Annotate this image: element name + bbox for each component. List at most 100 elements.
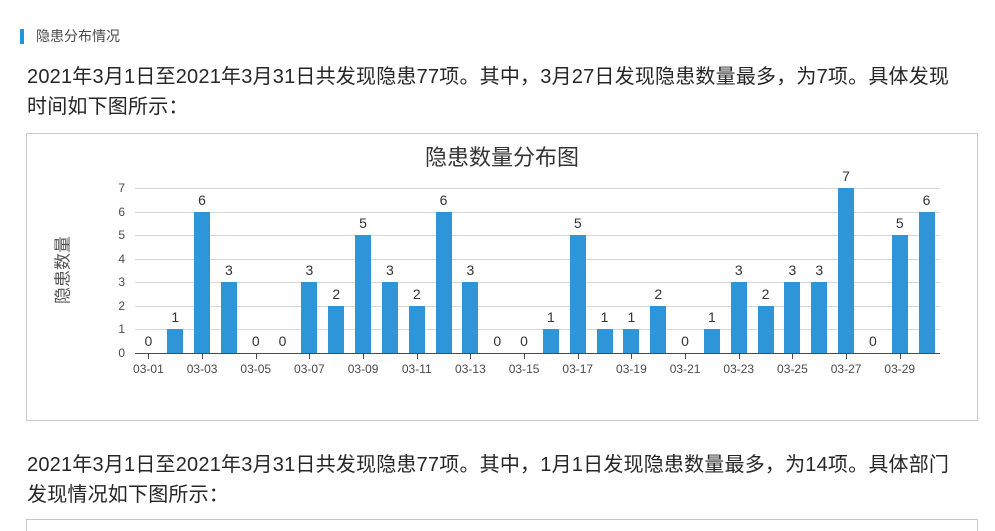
bar-value-label: 6 xyxy=(439,192,448,208)
bar-value-label: 1 xyxy=(627,309,636,325)
gridline xyxy=(135,258,940,260)
bar-value-label: 7 xyxy=(842,168,850,184)
x-tick-label: 03-03 xyxy=(186,362,218,376)
chart-bar[interactable] xyxy=(328,306,345,353)
bar-value-label: 1 xyxy=(547,309,555,325)
x-tick-label: 03-01 xyxy=(133,362,164,376)
x-tick-mark xyxy=(255,354,257,359)
y-tick-label: 3 xyxy=(118,275,125,290)
chart-bar[interactable] xyxy=(194,212,211,353)
chart-bar[interactable] xyxy=(703,329,720,353)
y-tick-label: 0 xyxy=(118,346,125,360)
x-tick-label: 03-21 xyxy=(669,362,701,376)
chart-bar[interactable] xyxy=(542,329,559,353)
bar-value-label: 0 xyxy=(681,333,689,349)
gridline xyxy=(135,329,940,331)
chart-bar[interactable] xyxy=(220,282,237,353)
chart-bar[interactable] xyxy=(784,282,801,353)
x-tick-mark xyxy=(148,354,150,359)
chart-bar[interactable] xyxy=(569,235,586,353)
chart-bar[interactable] xyxy=(730,282,747,353)
department-chart-container xyxy=(26,519,978,531)
y-tick-label: 1 xyxy=(118,322,125,337)
x-tick-mark xyxy=(899,354,901,359)
bar-value-label: 1 xyxy=(708,309,716,325)
bar-value-label: 3 xyxy=(788,262,797,278)
x-tick-label: 03-25 xyxy=(777,362,808,376)
x-tick-mark xyxy=(363,354,365,359)
x-tick-mark xyxy=(309,354,311,359)
gridline xyxy=(135,282,940,284)
x-tick-mark xyxy=(416,354,418,359)
bar-value-label: 3 xyxy=(815,262,824,278)
x-tick-mark xyxy=(631,354,633,359)
summary-paragraph-department: 2021年3月1日至2021年3月31日共发现隐患77项。其中，1月1日发现隐患… xyxy=(27,454,950,506)
chart-bar[interactable] xyxy=(811,282,828,353)
x-axis-title: 日期 xyxy=(403,415,673,420)
y-tick-label: 2 xyxy=(118,298,125,313)
chart-bar[interactable] xyxy=(408,306,425,353)
bar-value-label: 2 xyxy=(412,286,421,302)
bar-value-label: 2 xyxy=(761,286,770,302)
x-tick-mark xyxy=(524,354,526,359)
bar-value-label: 6 xyxy=(922,192,931,208)
y-tick-label: 5 xyxy=(118,228,125,243)
chart-bar[interactable] xyxy=(838,188,855,353)
x-tick-mark xyxy=(577,354,579,359)
x-tick-mark xyxy=(202,354,204,359)
bar-value-label: 3 xyxy=(386,262,394,278)
chart-bar[interactable] xyxy=(757,306,774,353)
x-tick-label: 03-15 xyxy=(508,362,540,376)
bar-value-label: 1 xyxy=(171,309,180,325)
chart-bar[interactable] xyxy=(435,212,452,353)
x-tick-label: 03-11 xyxy=(401,362,432,376)
gridline xyxy=(135,211,940,213)
chart-bar[interactable] xyxy=(462,282,479,353)
section-header: 隐患分布情况 xyxy=(20,26,120,46)
bar-value-label: 2 xyxy=(332,286,341,302)
x-tick-label: 03-17 xyxy=(562,362,594,376)
chart-bar[interactable] xyxy=(167,329,184,353)
chart-bar[interactable] xyxy=(891,235,908,353)
section-title: 隐患分布情况 xyxy=(36,28,120,44)
x-tick-label: 03-13 xyxy=(455,362,486,376)
x-tick-mark xyxy=(738,354,740,359)
summary-paragraph-time: 2021年3月1日至2021年3月31日共发现隐患77项。其中，3月27日发现隐… xyxy=(27,66,950,118)
y-tick-label: 6 xyxy=(118,204,125,219)
x-tick-label: 03-09 xyxy=(347,362,379,376)
bar-value-label: 3 xyxy=(305,262,314,278)
bar-value-label: 5 xyxy=(895,215,904,231)
bar-value-label: 2 xyxy=(654,286,663,302)
x-tick-mark xyxy=(792,354,794,359)
chart-bar[interactable] xyxy=(381,282,398,353)
x-tick-label: 03-05 xyxy=(240,362,272,376)
gridline xyxy=(135,305,940,307)
chart-bar[interactable] xyxy=(355,235,372,353)
bar-value-label: 3 xyxy=(734,262,743,278)
x-tick-label: 03-07 xyxy=(294,362,325,376)
chart-bar[interactable] xyxy=(301,282,318,353)
chart-bar[interactable] xyxy=(596,329,613,353)
bar-value-label: 3 xyxy=(466,262,475,278)
section-marker-icon xyxy=(20,28,24,44)
chart-title: 隐患数量分布图 xyxy=(424,145,579,170)
bar-value-label: 6 xyxy=(198,192,206,208)
bar-value-label: 5 xyxy=(573,215,582,231)
chart-bar[interactable] xyxy=(650,306,667,353)
hazard-distribution-chart: 隐患数量分布图 隐患数量 0 1 2 3 4 5 6 7 0 03-01 1 6 03-03 3 0 03-0… xyxy=(26,133,978,421)
bar-value-label: 1 xyxy=(600,309,609,325)
x-tick-mark xyxy=(685,354,687,359)
bar-value-label: 5 xyxy=(359,215,367,231)
gridline xyxy=(135,235,940,237)
y-tick-label: 4 xyxy=(118,251,125,266)
bar-value-label: 0 xyxy=(520,333,528,349)
y-tick-label: 7 xyxy=(118,181,125,195)
x-tick-label: 03-19 xyxy=(616,362,647,376)
plot-area: 0 1 2 3 4 5 6 7 0 03-01 1 6 03-03 3 0 03-05 0 3 03-07 2 5 03-… xyxy=(27,134,977,420)
chart-bar[interactable] xyxy=(623,329,640,353)
bar-value-label: 0 xyxy=(278,333,287,349)
x-tick-label: 03-29 xyxy=(884,362,916,376)
bar-value-label: 0 xyxy=(493,333,502,349)
x-tick-label: 03-27 xyxy=(830,362,862,376)
chart-bar[interactable] xyxy=(918,212,935,353)
